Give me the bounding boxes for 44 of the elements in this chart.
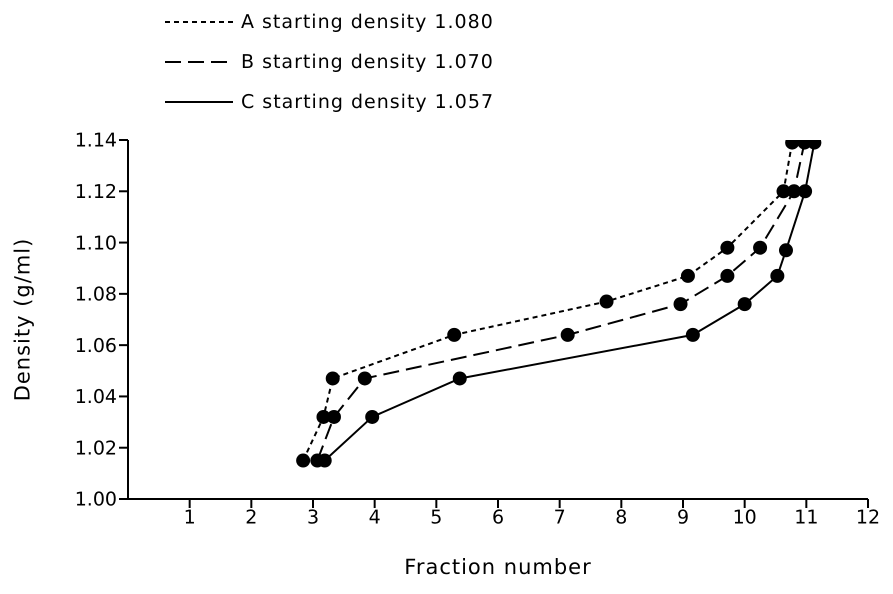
x-tick-label: 7	[554, 506, 566, 528]
x-tick-label: 12	[856, 506, 880, 528]
point	[326, 371, 340, 386]
point	[326, 410, 341, 424]
y-axis-title: Density (g/ml)	[10, 238, 34, 402]
legend-label: C starting density 1.057	[241, 90, 494, 115]
point	[686, 328, 700, 342]
y-tick-label: 1.14	[74, 130, 117, 152]
y-tick-label: 1.02	[74, 437, 117, 460]
y-tick-label: 1.00	[74, 488, 117, 511]
y-tick-label: 1.06	[74, 334, 117, 357]
x-tick-label: 8	[615, 506, 628, 528]
x-tick-label: 6	[492, 506, 504, 528]
x-axis-title: Fraction number	[404, 555, 592, 579]
point	[674, 297, 688, 312]
point	[738, 297, 752, 312]
legend-label: A starting density 1.080	[241, 10, 494, 35]
point	[365, 410, 380, 424]
point	[358, 371, 372, 386]
x-tick-label: 3	[306, 506, 320, 528]
x-tick-label: 5	[430, 506, 442, 528]
point	[798, 184, 812, 198]
point	[296, 454, 310, 468]
point	[680, 268, 695, 283]
x-tick-label: 9	[676, 506, 690, 528]
x-tick-label: 1	[184, 506, 196, 528]
x-tick-label: 4	[368, 506, 381, 528]
point	[720, 240, 734, 255]
point	[720, 268, 734, 283]
point	[447, 328, 462, 342]
point	[600, 294, 614, 309]
y-tick-label: 1.08	[74, 284, 117, 306]
point	[452, 371, 467, 386]
point	[560, 328, 575, 342]
y-tick-label: 1.12	[74, 181, 117, 204]
x-tick-label: 2	[245, 506, 258, 528]
y-tick-label: 1.10	[74, 232, 117, 254]
point	[770, 268, 784, 283]
point	[753, 240, 768, 255]
point	[778, 243, 793, 258]
x-tick-label: 11	[794, 506, 818, 528]
legend-label: B starting density 1.070	[241, 50, 494, 75]
x-tick-label: 10	[732, 506, 757, 528]
y-tick-label: 1.04	[74, 386, 117, 408]
